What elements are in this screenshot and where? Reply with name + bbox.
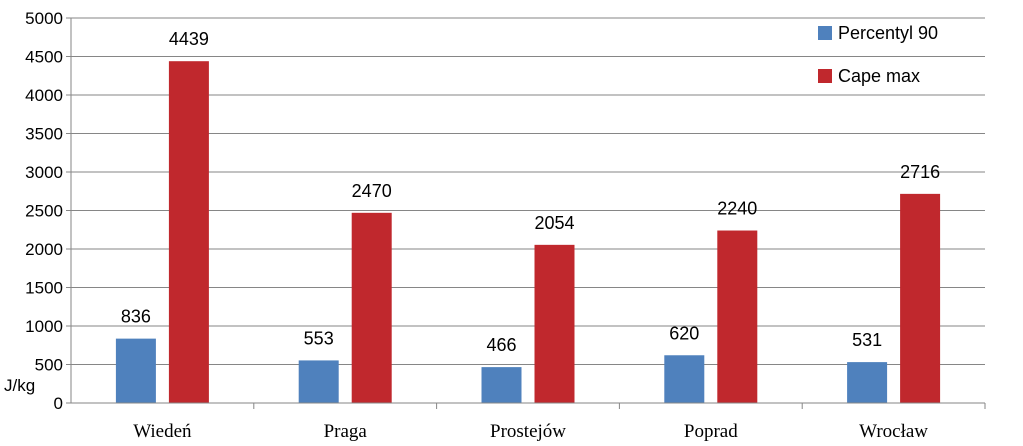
legend-swatch (818, 26, 832, 40)
y-tick-label: 4500 (25, 48, 63, 67)
x-axis-categories: Wiedeń Praga Prostejów Poprad Wrocław (133, 403, 986, 442)
bar-percentyl-90 (481, 367, 522, 403)
y-tick-label: 3000 (25, 163, 63, 182)
bars (115, 61, 941, 404)
y-axis-label: J/kg (4, 376, 35, 395)
data-label: 2716 (900, 162, 940, 182)
y-axis-ticks: 0 500 1000 1500 2000 2500 3000 3500 4000 4500 5000 (25, 9, 71, 413)
legend-label: Percentyl 90 (838, 23, 938, 43)
data-label: 836 (121, 307, 151, 327)
bar-cape-max (534, 244, 575, 403)
x-category-label: Wiedeń (133, 421, 192, 442)
data-label: 2240 (717, 199, 757, 219)
legend-swatch (818, 69, 832, 83)
y-tick-label: 2000 (25, 240, 63, 259)
bar-percentyl-90 (298, 360, 339, 403)
data-label: 620 (669, 323, 699, 343)
bar-percentyl-90 (847, 362, 888, 403)
x-category-label: Wrocław (859, 421, 928, 442)
data-label: 531 (852, 330, 882, 350)
bar-percentyl-90 (115, 338, 156, 403)
data-label: 553 (304, 328, 334, 348)
x-category-label: Poprad (684, 421, 738, 442)
y-tick-label: 0 (54, 394, 63, 413)
bar-cape-max (900, 193, 941, 403)
legend: Percentyl 90 Cape max (818, 23, 938, 86)
y-tick-label: 4000 (25, 86, 63, 105)
gridlines (71, 17, 985, 365)
y-tick-label: 5000 (25, 9, 63, 28)
data-labels: 836 4439 553 2470 466 2054 620 2240 531 2716 (121, 29, 940, 355)
bar-cape-max (351, 212, 392, 403)
bar-cape-max (168, 61, 209, 404)
data-label: 2470 (352, 181, 392, 201)
data-label: 2054 (534, 213, 574, 233)
x-category-label: Praga (324, 421, 368, 442)
data-label: 466 (486, 335, 516, 355)
data-label: 4439 (169, 29, 209, 49)
y-tick-label: 1500 (25, 279, 63, 298)
bar-cape-max (717, 230, 758, 403)
legend-label: Cape max (838, 66, 920, 86)
y-tick-label: 1000 (25, 317, 63, 336)
y-tick-label: 2500 (25, 202, 63, 221)
x-category-label: Prostejów (490, 421, 566, 442)
bar-percentyl-90 (664, 355, 705, 403)
y-tick-label: 3500 (25, 125, 63, 144)
y-tick-label: 500 (35, 356, 63, 375)
